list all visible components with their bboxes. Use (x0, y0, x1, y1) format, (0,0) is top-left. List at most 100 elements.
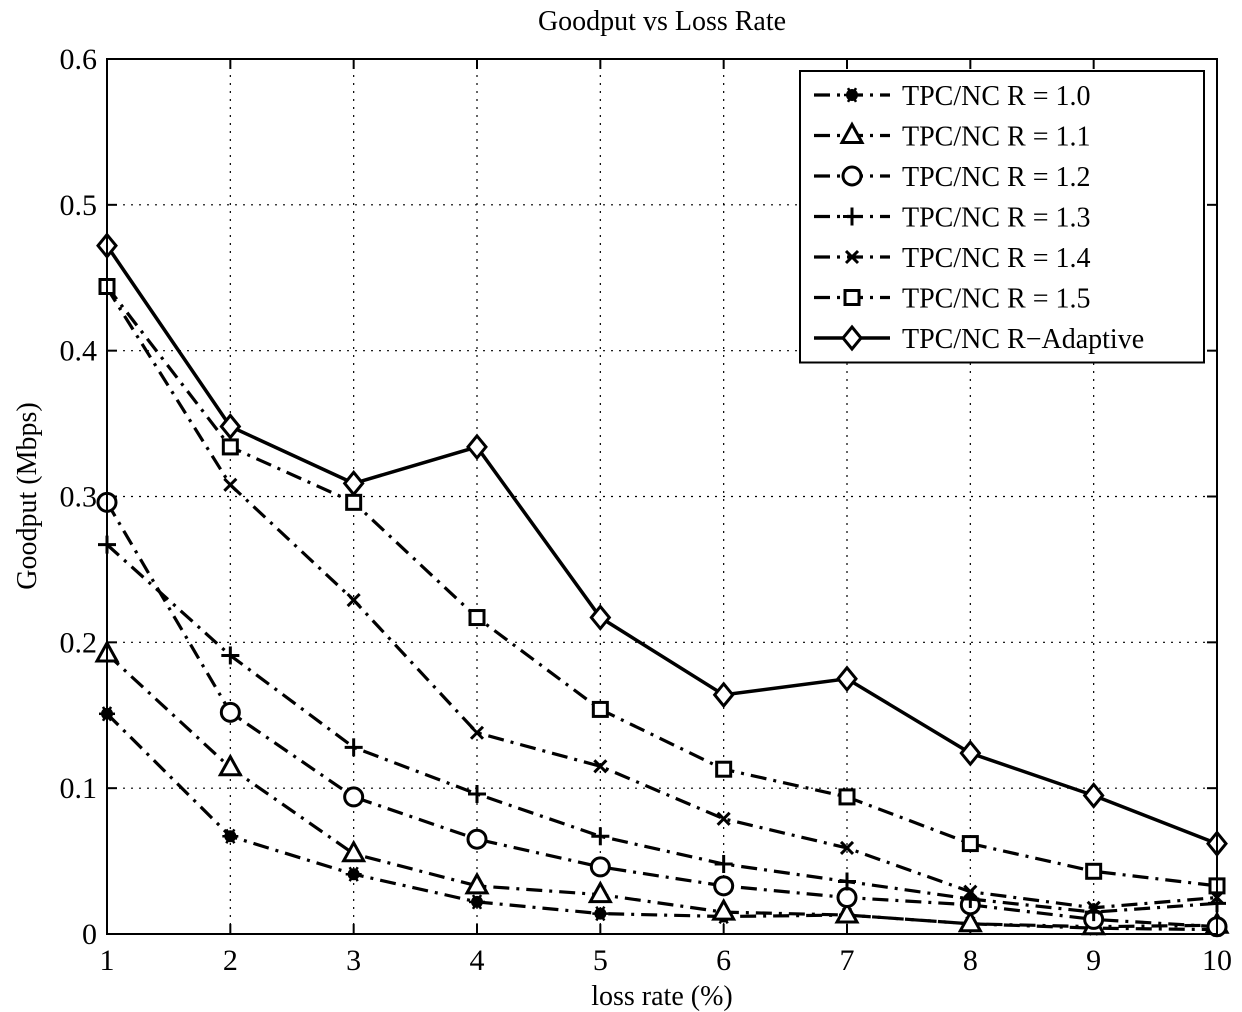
chart-title: Goodput vs Loss Rate (538, 6, 786, 37)
circle-marker (219, 701, 241, 723)
data-point-x (716, 811, 731, 826)
diamond-marker (466, 433, 488, 461)
diamond-marker (959, 739, 982, 767)
x-marker-b (1086, 900, 1101, 915)
data-point-asterisk (844, 87, 860, 103)
data-point-circle (343, 786, 365, 808)
series-line (105, 285, 1218, 888)
x-marker-b (963, 884, 978, 899)
circle-marker (589, 856, 611, 878)
diamond-marker (219, 413, 242, 440)
legend-item: TPC/NC R = 1.3 (814, 203, 1091, 234)
triangle-marker (834, 900, 860, 924)
circle-marker (836, 887, 858, 909)
data-point-triangle (839, 121, 865, 144)
data-point-square (345, 493, 363, 511)
asterisk-marker-spoke (595, 906, 606, 922)
series-6 (98, 278, 1226, 895)
data-point-x (346, 592, 361, 608)
data-point-triangle (957, 909, 983, 933)
data-point-diamond (466, 433, 488, 461)
data-point-diamond (841, 324, 863, 352)
data-point-plus (838, 872, 856, 891)
data-point-diamond (342, 470, 365, 497)
series-line (105, 543, 1218, 914)
x-tick-label: 9 (1086, 944, 1101, 977)
x-marker-b (593, 759, 608, 774)
square-marker (715, 760, 733, 778)
data-point-x (844, 249, 860, 265)
data-point-square (961, 835, 979, 853)
x-tick-label: 10 (1202, 944, 1232, 977)
data-point-square (1085, 862, 1103, 880)
data-point-x (839, 840, 855, 856)
x-marker-b (346, 592, 361, 608)
data-point-circle (589, 856, 611, 878)
data-point-asterisk (222, 828, 239, 844)
asterisk-marker-spoke (846, 87, 858, 103)
legend-label: TPC/NC R = 1.2 (902, 162, 1091, 193)
x-tick-label: 5 (593, 944, 608, 977)
x-tick-label: 6 (716, 944, 731, 977)
data-point-circle (841, 165, 863, 187)
square-marker (961, 835, 979, 853)
x-tick-label: 3 (346, 944, 361, 977)
circle-marker (466, 828, 488, 850)
triangle-marker (711, 898, 737, 921)
y-tick-label: 0.6 (60, 43, 98, 76)
diamond-marker (841, 324, 863, 352)
data-point-circle (219, 701, 241, 723)
x-marker-b (469, 725, 485, 740)
data-point-plus (591, 827, 610, 846)
asterisk-marker-spoke (471, 894, 483, 910)
triangle-marker (839, 121, 865, 144)
plot-frame (106, 58, 1218, 935)
x-tick-label: 1 (100, 944, 115, 977)
data-point-diamond (959, 739, 982, 767)
data-point-diamond (1082, 782, 1105, 809)
legend-box (799, 70, 1205, 364)
legend: TPC/NC R = 1.0 TPC/NC R = 1.1 TPC/NC R = 1… (799, 70, 1205, 364)
y-tick-label: 0.4 (60, 335, 98, 368)
data-point-x (469, 725, 485, 740)
legend-label: TPC/NC R = 1.1 (902, 122, 1091, 153)
x-marker-b (844, 249, 860, 265)
data-point-triangle (217, 753, 243, 777)
square-marker (468, 609, 486, 627)
axis-ticks (106, 58, 1218, 935)
data-point-diamond (836, 665, 858, 693)
data-point-triangle (464, 871, 490, 895)
data-point-square (715, 760, 733, 778)
y-axis-label: Goodput (Mbps) (12, 402, 43, 589)
legend-label: TPC/NC R = 1.3 (902, 203, 1091, 234)
y-tick-label: 0.3 (60, 481, 98, 514)
circle-marker (343, 786, 365, 808)
diamond-marker (712, 681, 735, 709)
data-point-diamond (589, 604, 612, 631)
square-marker (221, 438, 239, 456)
x-tick-label: 4 (470, 944, 485, 977)
series-2 (94, 639, 1230, 936)
data-point-asterisk (592, 906, 609, 922)
data-point-x (1086, 900, 1101, 915)
data-point-diamond (712, 681, 735, 709)
circle-marker (841, 165, 863, 187)
series-4 (98, 535, 1226, 922)
triangle-marker (587, 880, 613, 904)
triangle-marker (217, 753, 243, 777)
asterisk-marker-spoke (348, 866, 359, 882)
data-point-triangle (711, 898, 737, 921)
series-line (105, 652, 1218, 929)
triangle-marker (957, 909, 983, 933)
series-line (105, 712, 1218, 932)
triangle-marker (341, 839, 367, 863)
square-marker (591, 700, 609, 718)
data-point-circle (836, 887, 858, 909)
legend-item: TPC/NC R = 1.0 (814, 81, 1091, 112)
diamond-marker (836, 665, 858, 693)
data-point-square (843, 289, 861, 306)
data-point-plus (843, 207, 861, 226)
data-point-diamond (219, 413, 242, 440)
legend-item: TPC/NC R = 1.5 (814, 284, 1091, 315)
data-point-x (963, 884, 978, 899)
